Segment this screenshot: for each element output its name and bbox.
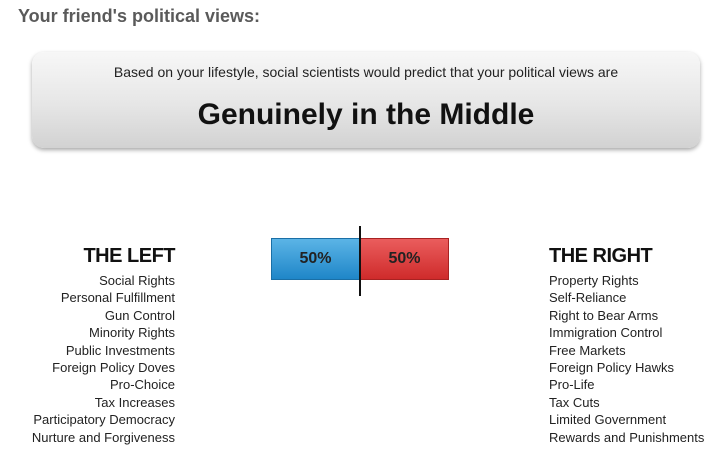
left-column: THE LEFT Social Rights Personal Fulfillm… (32, 245, 176, 446)
right-item: Tax Cuts (549, 394, 600, 410)
right-item: Property Rights (549, 273, 639, 288)
right-item: Limited Government (549, 412, 667, 428)
left-list: Social Rights Personal Fulfillment Gun C… (32, 272, 175, 446)
right-percentage-bar: 50% (360, 238, 449, 280)
page-heading: Your friend's political views: (18, 6, 260, 26)
left-item: Public Investments (65, 342, 175, 358)
result-banner: Based on your lifestyle, social scientis… (32, 52, 700, 148)
right-column: THE RIGHT Property Rights Self-Reliance … (549, 245, 704, 446)
left-item: Social Rights (99, 273, 175, 288)
right-item: Rewards and Punishments (549, 429, 705, 445)
banner-subtitle: Based on your lifestyle, social scientis… (113, 64, 619, 80)
right-item: Foreign Policy Hawks (549, 360, 674, 376)
left-item: Pro-Choice (109, 377, 175, 393)
right-item: Right to Bear Arms (549, 307, 659, 323)
right-list: Property Rights Self-Reliance Right to B… (549, 272, 704, 446)
right-item: Immigration Control (549, 325, 663, 341)
right-item: Pro-Life (549, 377, 595, 393)
left-item: Minority Rights (89, 325, 175, 341)
center-divider (359, 226, 361, 296)
political-view-result: Genuinely in the Middle (197, 98, 535, 131)
right-title: THE RIGHT (549, 245, 653, 267)
left-item: Nurture and Forgiveness (31, 429, 175, 445)
left-item: Gun Control (104, 307, 175, 323)
left-percentage-bar: 50% (271, 238, 360, 280)
left-item: Participatory Democracy (33, 412, 175, 428)
left-item: Personal Fulfillment (60, 290, 175, 306)
left-item: Foreign Policy Doves (52, 360, 175, 376)
left-title: THE LEFT (83, 245, 175, 267)
right-item: Self-Reliance (549, 290, 627, 306)
right-item: Free Markets (549, 342, 626, 358)
left-item: Tax Increases (94, 394, 175, 410)
